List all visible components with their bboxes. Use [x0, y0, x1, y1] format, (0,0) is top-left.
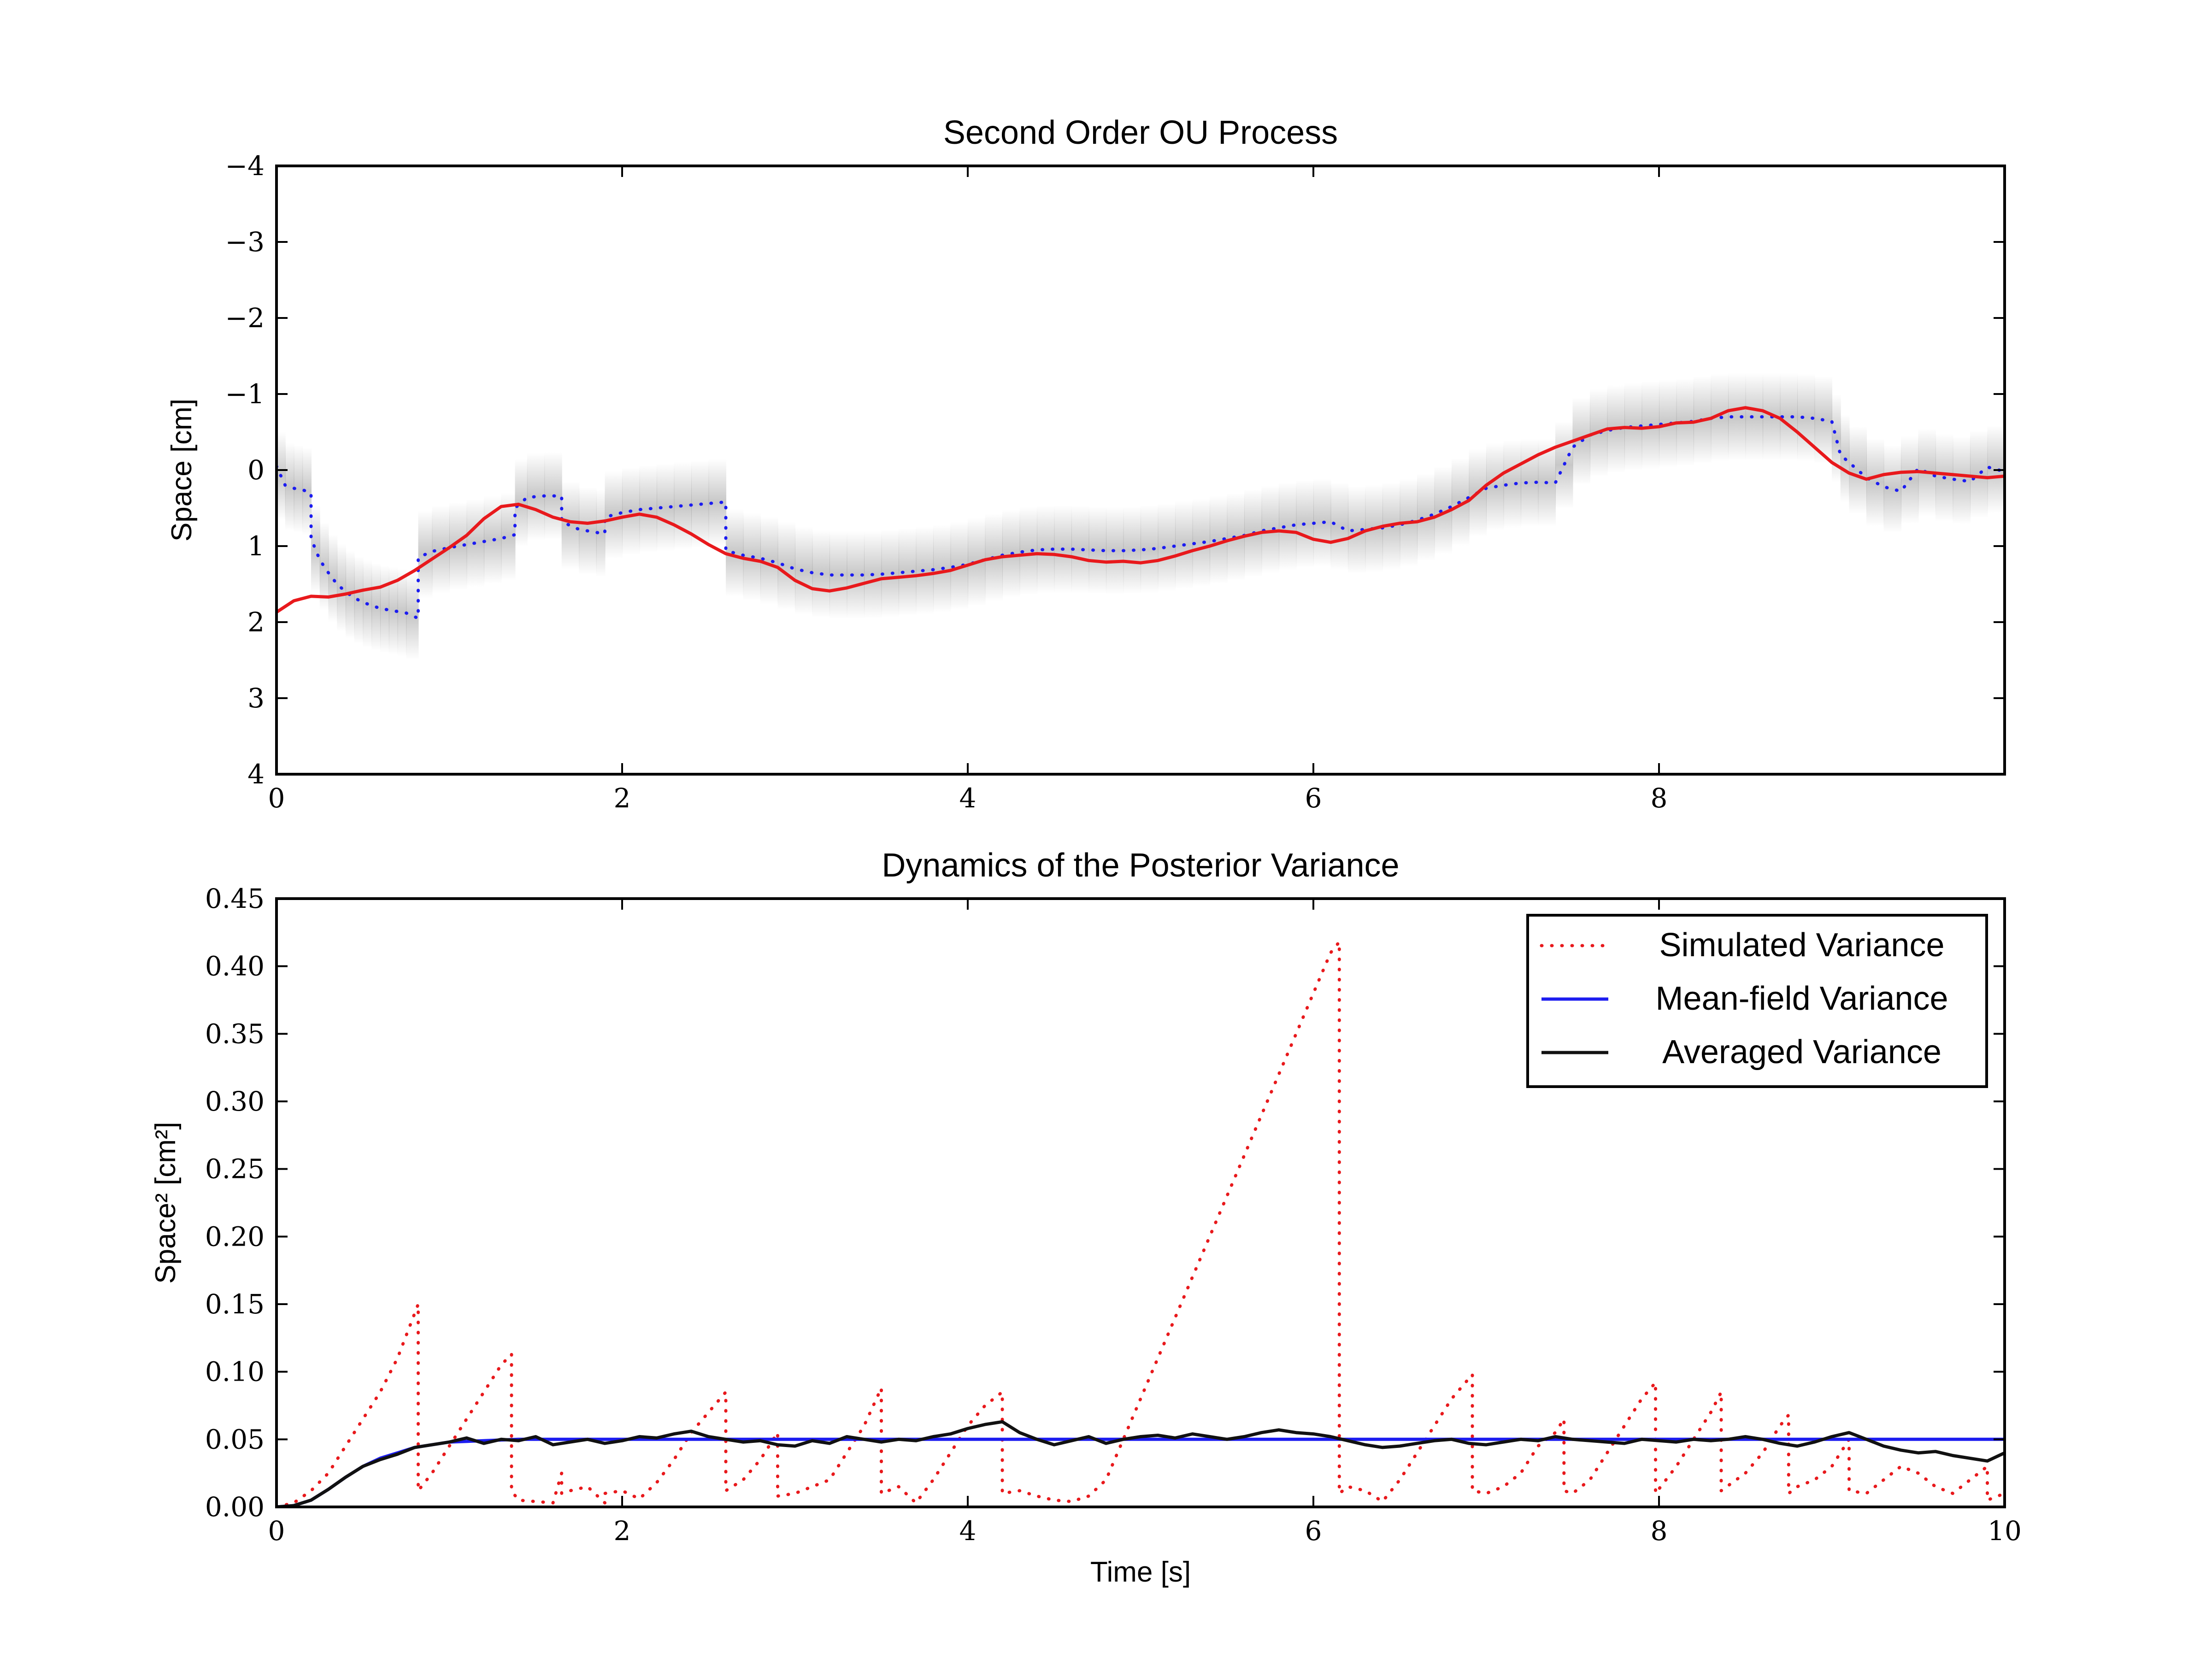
- band-segment: [1330, 482, 1348, 571]
- band-segment: [285, 443, 294, 531]
- band-segment: [1866, 438, 1884, 526]
- legend-label-mean-field: Mean-field Variance: [1656, 980, 1948, 1017]
- chart-bottom-title: Dynamics of the Posterior Variance: [882, 847, 1399, 884]
- x-tick-label: 0: [268, 782, 285, 814]
- x-tick-label: 2: [614, 1515, 631, 1547]
- uncertainty-band: [276, 373, 2005, 659]
- y-tick-label: 0.00: [205, 1491, 265, 1523]
- y-tick-label: 0.40: [205, 951, 265, 982]
- chart-bottom-frame: [275, 897, 2006, 1508]
- legend-entry-simulated: Simulated Variance: [1540, 927, 1945, 964]
- y-tick-label: −3: [225, 226, 265, 258]
- chart-bottom: Dynamics of the Posterior Variance Space…: [150, 847, 2022, 1588]
- series-line-2: [276, 1420, 2005, 1507]
- x-tick-label: 2: [614, 782, 631, 814]
- band-segment: [328, 535, 338, 623]
- y-tick-label: 0.30: [205, 1086, 265, 1117]
- x-tick-label: 0: [268, 1515, 285, 1547]
- band-segment: [302, 447, 312, 535]
- y-tick-label: 0.15: [205, 1288, 265, 1320]
- legend-label-simulated: Simulated Variance: [1659, 927, 1945, 964]
- y-tick-label: 0.20: [205, 1221, 265, 1252]
- band-segment: [1970, 430, 1988, 518]
- y-tick-label: 0.45: [205, 883, 265, 914]
- band-segment: [795, 527, 813, 615]
- y-tick-label: 1: [247, 530, 265, 562]
- legend-label-averaged: Averaged Variance: [1662, 1034, 1941, 1071]
- chart-bottom-y-ticks: 0.00 0.05 0.10 0.15 0.20 0.25 0.30 0.35 0.40 0.45: [205, 883, 2005, 1523]
- chart-top-series: [276, 406, 2005, 620]
- y-tick-label: 3: [247, 682, 265, 714]
- band-segment: [311, 505, 320, 593]
- x-tick-label: 6: [1305, 1515, 1322, 1547]
- band-segment: [605, 471, 623, 559]
- chart-top-y-ticks: −4 −3 −2 −1 0 1 2 3 4: [225, 150, 2005, 790]
- chart-bottom-ylabel: Space² [cm²]: [150, 1122, 182, 1283]
- legend-entry-mean-field: Mean-field Variance: [1541, 980, 1948, 1017]
- y-tick-label: 2: [247, 606, 265, 638]
- band-segment: [527, 453, 545, 541]
- y-tick-label: 0.35: [205, 1018, 265, 1049]
- legend: Simulated Variance Mean-field Variance A…: [1526, 914, 1988, 1088]
- chart-bottom-xlabel: Time [s]: [1090, 1556, 1191, 1588]
- legend-entry-averaged: Averaged Variance: [1541, 1034, 1941, 1071]
- y-tick-label: −1: [225, 378, 265, 410]
- band-segment: [777, 522, 795, 610]
- x-tick-label: 8: [1651, 782, 1668, 814]
- chart-top-title: Second Order OU Process: [943, 114, 1338, 151]
- band-segment: [406, 571, 419, 659]
- y-tick-label: 0: [247, 454, 265, 486]
- chart-bottom-series: [276, 940, 2005, 1507]
- band-segment: [916, 526, 934, 614]
- band-segment: [319, 522, 329, 610]
- band-segment: [674, 462, 692, 550]
- x-tick-label: 4: [959, 1515, 977, 1547]
- band-segment: [294, 445, 303, 533]
- x-tick-label: 4: [959, 782, 977, 814]
- chart-top-frame: [275, 165, 2006, 776]
- x-tick-label: 8: [1651, 1515, 1668, 1547]
- y-tick-label: −2: [225, 302, 265, 334]
- legend-frame: [1526, 914, 1988, 1088]
- band-segment: [388, 567, 398, 655]
- band-segment: [515, 459, 528, 547]
- chart-top-x-ticks: 0 2 4 6 8: [268, 166, 1668, 814]
- trace-line-0: [276, 406, 2005, 614]
- band-segment: [397, 568, 407, 656]
- chart-top: Second Order OU Process Space [cm] 0 2 4 6 8…: [166, 114, 2006, 814]
- x-tick-label: 10: [1988, 1515, 2022, 1547]
- x-tick-label: 6: [1305, 782, 1322, 814]
- y-tick-label: 0.25: [205, 1153, 265, 1185]
- band-segment: [639, 465, 657, 553]
- band-segment: [561, 482, 580, 570]
- chart-top-ylabel: Space [cm]: [166, 399, 198, 541]
- band-segment: [1832, 394, 1841, 482]
- y-tick-label: 0.10: [205, 1356, 265, 1388]
- band-segment: [1849, 426, 1867, 514]
- y-tick-label: −4: [225, 150, 265, 182]
- y-tick-label: 4: [247, 759, 265, 790]
- band-segment: [596, 489, 606, 577]
- band-segment: [881, 529, 899, 618]
- y-tick-label: 0.05: [205, 1424, 265, 1455]
